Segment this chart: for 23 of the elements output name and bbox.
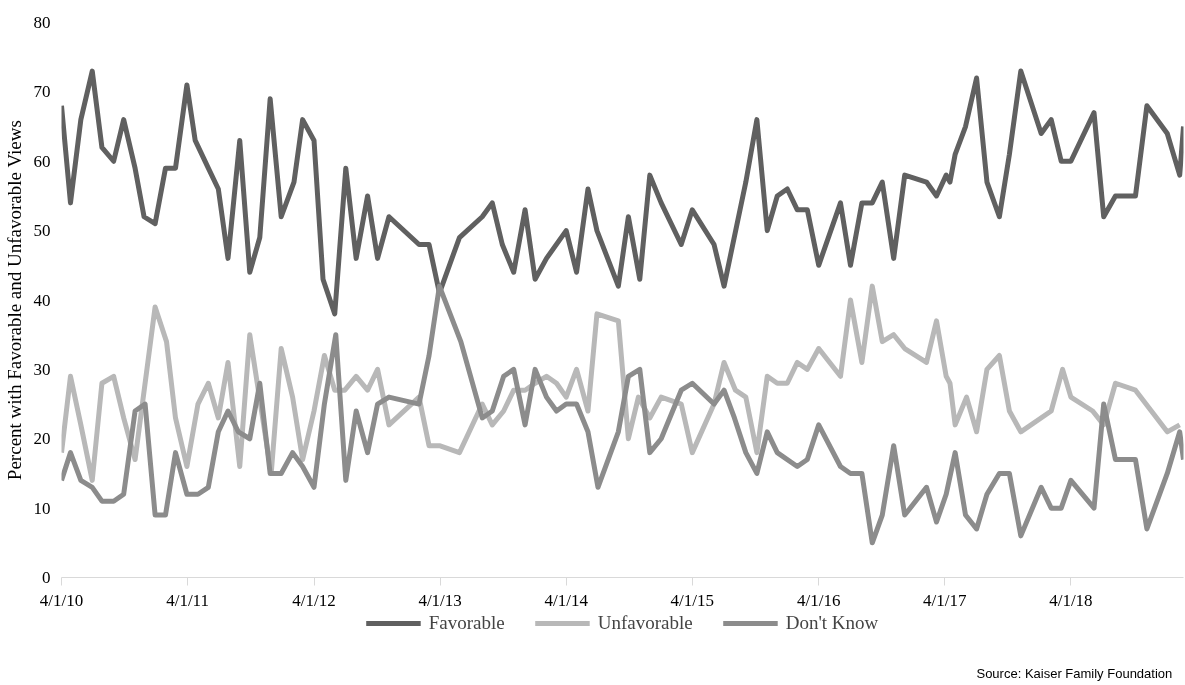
x-tick-label: 4/1/16 bbox=[796, 590, 841, 610]
y-tick-label: 70 bbox=[33, 82, 51, 102]
source-note: Source: Kaiser Family Foundation bbox=[976, 666, 1173, 682]
y-tick-label: 0 bbox=[42, 568, 51, 587]
y-tick-label: 20 bbox=[33, 429, 51, 449]
y-tick-label: 50 bbox=[33, 221, 51, 241]
legend-label: Don't Know bbox=[785, 612, 879, 634]
legend-label: Favorable bbox=[428, 612, 505, 634]
x-tick-label: 4/1/14 bbox=[544, 590, 589, 610]
y-tick-label: 30 bbox=[33, 359, 51, 379]
y-tick-label: 10 bbox=[33, 498, 51, 518]
y-tick-label: 60 bbox=[33, 151, 51, 171]
x-tick-label: 4/1/18 bbox=[1049, 590, 1093, 610]
x-tick-label: 4/1/15 bbox=[670, 590, 715, 610]
x-tick-label: 4/1/12 bbox=[292, 590, 336, 610]
y-tick-label: 80 bbox=[33, 13, 51, 32]
x-tick-label: 4/1/13 bbox=[418, 590, 462, 610]
y-tick-label: 40 bbox=[33, 290, 51, 310]
legend-label: Unfavorable bbox=[597, 612, 693, 634]
x-tick-label: 4/1/17 bbox=[923, 590, 968, 610]
y-axis-title: Percent with Favorable and Unfavorable Views bbox=[3, 120, 25, 481]
x-tick-label: 4/1/10 bbox=[39, 590, 84, 610]
x-tick-label: 4/1/11 bbox=[166, 590, 210, 610]
